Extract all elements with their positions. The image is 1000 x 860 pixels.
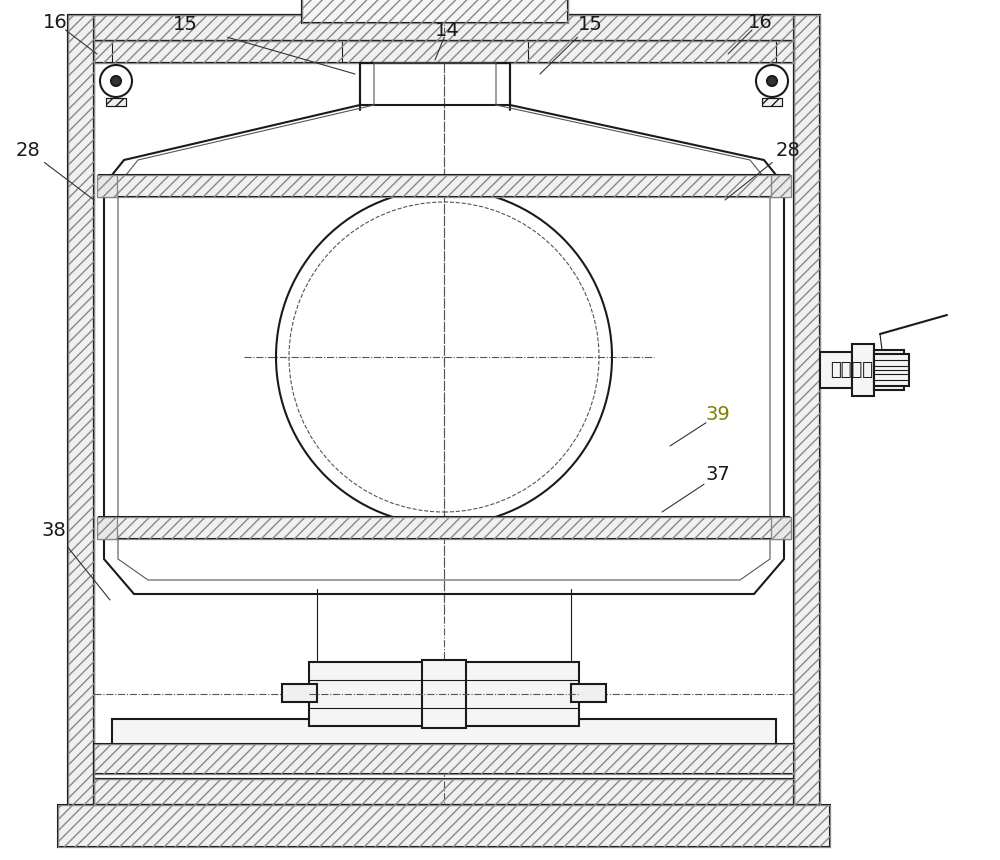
Bar	[794, 15, 820, 805]
Bar	[282, 684, 317, 702]
Text: 15: 15	[578, 15, 602, 34]
Bar	[762, 98, 782, 106]
Bar	[360, 63, 510, 105]
Bar	[94, 744, 794, 774]
Text: 15: 15	[173, 15, 197, 34]
Bar	[874, 354, 909, 386]
Bar	[99, 517, 789, 539]
Bar	[762, 98, 782, 106]
Bar	[94, 779, 794, 805]
Bar	[771, 517, 791, 539]
Bar	[112, 719, 776, 744]
Bar	[99, 175, 789, 197]
Bar	[330, 0, 540, 15]
Bar	[97, 517, 117, 539]
Bar	[571, 684, 606, 702]
Bar	[309, 662, 579, 726]
Bar	[94, 15, 794, 41]
Bar	[68, 15, 94, 805]
Text: 38: 38	[42, 520, 66, 539]
Circle shape	[767, 76, 777, 86]
Bar	[422, 660, 466, 728]
Bar	[302, 0, 568, 23]
Bar	[94, 41, 794, 63]
Text: 39: 39	[706, 406, 730, 425]
Text: 16: 16	[748, 13, 772, 32]
Text: 14: 14	[435, 21, 459, 40]
Text: 16: 16	[43, 13, 67, 32]
Bar	[97, 175, 117, 197]
Bar	[874, 350, 904, 390]
Bar	[771, 175, 791, 197]
Text: 28: 28	[776, 140, 800, 159]
Circle shape	[111, 76, 121, 86]
Bar	[852, 344, 874, 396]
Bar	[106, 98, 126, 106]
Bar	[106, 98, 126, 106]
Text: 流体进口: 流体进口	[830, 361, 873, 379]
Bar	[58, 805, 830, 847]
Bar	[820, 352, 852, 388]
Text: 28: 28	[16, 140, 40, 159]
Text: 37: 37	[706, 465, 730, 484]
